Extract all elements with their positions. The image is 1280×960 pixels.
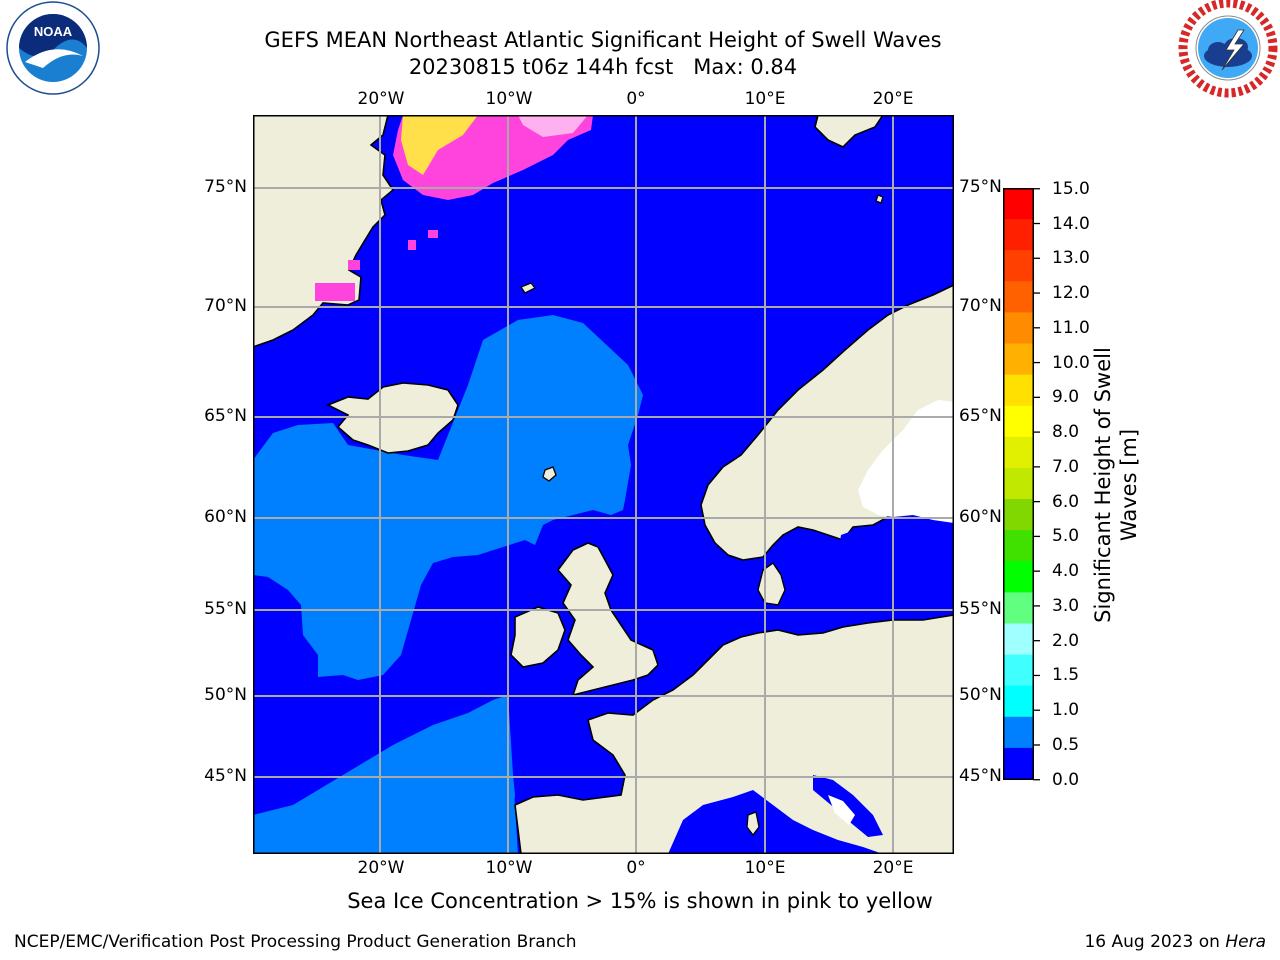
lat-label-right-55n: 55°N (959, 599, 1002, 619)
colorbar-cell (1003, 685, 1033, 718)
credit-right: 16 Aug 2023 on Hera (1084, 932, 1266, 952)
credit-host: Hera (1225, 932, 1266, 952)
sea-ice-note: Sea Ice Concentration > 15% is shown in … (347, 889, 933, 913)
colorbar-label: 0.0 (1052, 769, 1080, 790)
credit-left: NCEP/EMC/Verification Post Processing Pr… (14, 932, 577, 952)
lon-label-bottom-20w: 20°W (357, 858, 405, 878)
colorbar (1003, 188, 1040, 781)
nodata-adriatic (828, 795, 855, 825)
lat-label-left-65n: 65°N (204, 406, 247, 426)
sea-mediterranean (668, 790, 883, 854)
lat-label-left-55n: 55°N (204, 599, 247, 619)
lon-label-bottom-10e: 10°E (744, 858, 786, 878)
colorbar-cell (1003, 374, 1033, 407)
colorbar-label: 8.0 (1052, 422, 1080, 443)
land-corsica (746, 811, 760, 837)
swell-region-mid (253, 315, 643, 680)
colorbar-label: 11.0 (1052, 317, 1090, 338)
land-greenland (253, 115, 395, 348)
lat-label-left-60n: 60°N (204, 507, 247, 527)
colorbar-cell (1003, 716, 1033, 749)
colorbar-label: 9.0 (1052, 387, 1080, 408)
colorbar-cell (1003, 623, 1033, 656)
colorbar-label: 4.0 (1052, 561, 1080, 582)
colorbar-label: 6.0 (1052, 491, 1080, 512)
nodata-baltic-north (858, 400, 954, 523)
land-faroe (542, 466, 557, 482)
colorbar-cell (1003, 747, 1033, 780)
colorbar-cell (1003, 499, 1033, 531)
land-great-britain (556, 542, 659, 697)
lon-label-top-10w: 10°W (485, 89, 533, 109)
lat-label-right-70n: 70°N (959, 296, 1002, 316)
colorbar-cell (1003, 250, 1033, 282)
lon-label-bottom-20e: 20°E (872, 858, 914, 878)
colorbar-title: Significant Height of Swell Waves [m] (1091, 347, 1141, 623)
colorbar-label: 1.0 (1052, 700, 1080, 721)
colorbar-label: 5.0 (1052, 526, 1080, 547)
lon-label-top-20e: 20°E (872, 89, 914, 109)
nws-logo (1178, 0, 1278, 98)
colorbar-cell (1003, 405, 1033, 438)
lat-label-right-75n: 75°N (959, 177, 1002, 197)
swell-region-biscay (463, 725, 515, 854)
chart-title: GEFS MEAN Northeast Atlantic Significant… (264, 28, 942, 52)
colorbar-cell (1003, 592, 1033, 624)
colorbar-label: 0.5 (1052, 734, 1080, 755)
lat-label-left-75n: 75°N (204, 177, 247, 197)
colorbar-label: 14.0 (1052, 213, 1090, 234)
lon-label-bottom-0: 0° (626, 858, 646, 878)
colorbar-cell (1003, 654, 1033, 687)
colorbar-label: 13.0 (1052, 248, 1090, 269)
lat-label-left-45n: 45°N (204, 766, 247, 786)
colorbar-label: 7.0 (1052, 456, 1080, 477)
colorbar-label: 1.5 (1052, 665, 1080, 686)
colorbar-label: 15.0 (1052, 178, 1090, 199)
colorbar-cell (1003, 561, 1033, 593)
colorbar-cell (1003, 436, 1033, 469)
colorbar-cell (1003, 281, 1033, 313)
sea-adriatic (813, 775, 883, 837)
lat-label-left-50n: 50°N (204, 685, 247, 705)
graticule (253, 115, 954, 854)
sea-ice-region (315, 115, 593, 301)
lon-label-bottom-10w: 10°W (485, 858, 533, 878)
colorbar-cell (1003, 467, 1033, 500)
colorbar-cell (1003, 219, 1033, 251)
map-panel (253, 115, 954, 854)
colorbar-label: 12.0 (1052, 283, 1090, 304)
lat-label-right-65n: 65°N (959, 406, 1002, 426)
colorbar-label: 10.0 (1052, 352, 1090, 373)
lon-label-top-10e: 10°E (744, 89, 786, 109)
land-jan-mayen (520, 282, 537, 294)
colorbar-cell (1003, 343, 1033, 376)
chart-subtitle: 20230815 t06z 144h fcst Max: 0.84 (408, 55, 798, 79)
land-bear-island (875, 194, 884, 204)
colorbar-cell (1003, 188, 1033, 220)
lat-label-right-50n: 50°N (959, 685, 1002, 705)
colorbar-label: 3.0 (1052, 595, 1080, 616)
noaa-logo: NOAA (6, 1, 100, 95)
colorbar-cell (1003, 312, 1033, 345)
colorbar-cell (1003, 530, 1033, 562)
lat-label-right-60n: 60°N (959, 507, 1002, 527)
lon-label-top-0: 0° (626, 89, 646, 109)
land-svalbard (814, 115, 884, 148)
map-frame (253, 115, 954, 854)
swell-region-south (253, 695, 518, 854)
lon-label-top-20w: 20°W (357, 89, 405, 109)
noaa-logo-text: NOAA (34, 24, 73, 39)
credit-date: 16 Aug 2023 on (1084, 932, 1220, 952)
lat-label-left-70n: 70°N (204, 296, 247, 316)
lat-label-right-45n: 45°N (959, 766, 1002, 786)
colorbar-label: 2.0 (1052, 630, 1080, 651)
